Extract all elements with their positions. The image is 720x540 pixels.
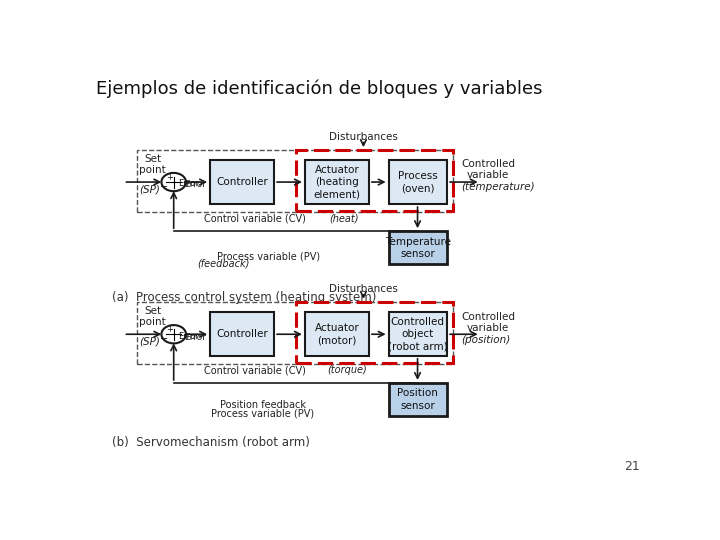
Text: Error: Error <box>184 180 206 189</box>
Text: Control variable (CV): Control variable (CV) <box>204 213 305 223</box>
Text: Disturbances: Disturbances <box>329 132 398 141</box>
Text: +: + <box>166 325 174 334</box>
Text: Controller: Controller <box>216 329 268 339</box>
Text: (b)  Servomechanism (robot arm): (b) Servomechanism (robot arm) <box>112 436 310 449</box>
Text: Error: Error <box>179 179 199 188</box>
Bar <box>210 312 274 356</box>
Text: Error: Error <box>184 333 206 342</box>
Bar <box>297 302 453 363</box>
Text: (temperature): (temperature) <box>461 182 535 192</box>
Text: Process variable (PV): Process variable (PV) <box>217 251 320 261</box>
Text: (a)  Process control system (heating system): (a) Process control system (heating syst… <box>112 291 377 304</box>
Bar <box>305 312 369 356</box>
Text: −: − <box>160 182 168 192</box>
Bar <box>138 302 453 364</box>
Text: Ejemplos de identificación de bloques y variables: Ejemplos de identificación de bloques y … <box>96 79 542 98</box>
Circle shape <box>161 173 186 191</box>
Text: Actuator
(heating
element): Actuator (heating element) <box>313 165 361 200</box>
Text: Actuator
(motor): Actuator (motor) <box>315 323 359 345</box>
Text: (heat): (heat) <box>329 213 359 223</box>
Text: Position
sensor: Position sensor <box>397 388 438 411</box>
Bar <box>138 150 453 212</box>
Text: Position feedback: Position feedback <box>220 400 306 410</box>
Text: Process
(oven): Process (oven) <box>398 171 438 193</box>
Bar <box>389 231 447 265</box>
Bar <box>305 160 369 204</box>
Text: (position): (position) <box>461 335 510 345</box>
Bar <box>297 150 453 211</box>
Text: Temperature
sensor: Temperature sensor <box>384 237 451 259</box>
Text: (SP): (SP) <box>139 336 160 346</box>
Text: Process variable (PV): Process variable (PV) <box>212 408 315 418</box>
Text: Controller: Controller <box>216 177 268 187</box>
Text: Disturbances: Disturbances <box>329 285 398 294</box>
Text: −: − <box>160 334 168 345</box>
Circle shape <box>161 325 186 343</box>
Text: Set
point: Set point <box>139 154 166 176</box>
Text: +: + <box>166 172 174 181</box>
Text: (torque): (torque) <box>327 365 366 375</box>
Text: Controlled
variable: Controlled variable <box>461 312 515 333</box>
Text: (feedback): (feedback) <box>198 259 250 268</box>
Text: (SP): (SP) <box>139 185 160 194</box>
Text: Controlled
object
(robot arm): Controlled object (robot arm) <box>388 316 448 352</box>
Text: Error: Error <box>179 332 199 341</box>
Text: Set
point: Set point <box>139 306 166 327</box>
Bar <box>389 312 447 356</box>
Text: Control variable (CV): Control variable (CV) <box>204 365 305 375</box>
Bar <box>210 160 274 204</box>
Text: 21: 21 <box>624 460 639 473</box>
Text: Controlled
variable: Controlled variable <box>461 159 515 180</box>
Bar <box>389 383 447 416</box>
Bar <box>389 160 447 204</box>
